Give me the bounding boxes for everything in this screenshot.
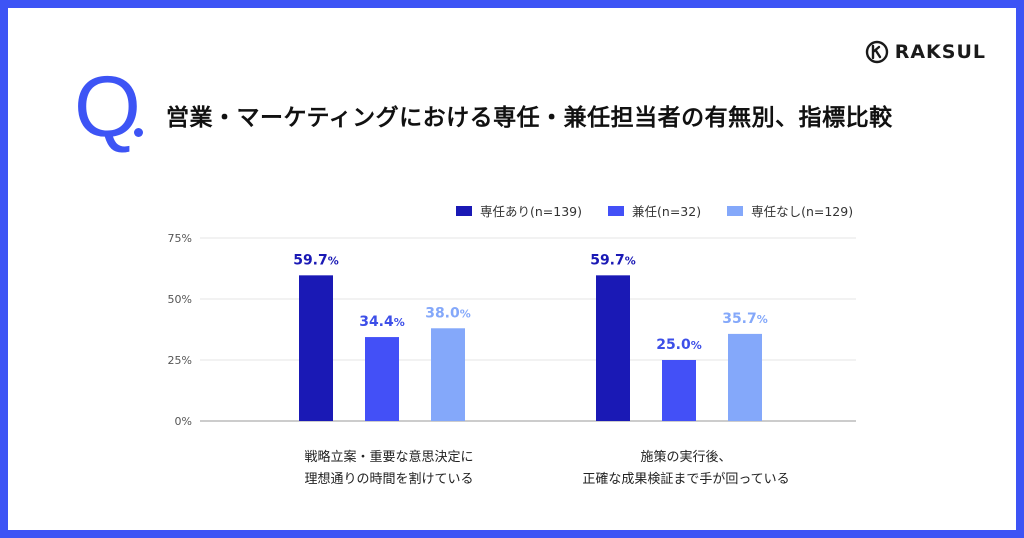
data-label-series-3-category-1: 38.0% (425, 305, 471, 321)
bar-chart: 0% 25% 50% 75% 59.7% 59.7% 34.4% 25.0% 38.0% 35.7… (168, 232, 856, 428)
legend-swatch-series-1 (456, 205, 472, 216)
legend-label-series-2: 兼任(n=32) (632, 204, 702, 219)
category-label-2-line-2: 正確な成果検証まで手が回っている (582, 472, 790, 487)
question-mark: Q (74, 59, 141, 155)
data-label-series-3-category-2: 35.7% (722, 311, 768, 327)
category-label-1-line-1: 戦略立案・重要な意思決定に (304, 450, 474, 465)
legend-swatch-series-2 (608, 205, 625, 216)
legend-label-series-1: 専任あり(n=139) (480, 204, 583, 219)
y-tick-label: 75% (168, 232, 192, 245)
y-tick-label: 0% (175, 415, 192, 428)
category-label-1-line-2: 理想通りの時間を割けている (304, 472, 474, 487)
bar-series-2-category-2 (662, 360, 696, 421)
bar-series-1-category-1 (299, 275, 333, 421)
bar-series-1-category-2 (596, 275, 630, 421)
data-label-series-1-category-1: 59.7% (293, 252, 339, 268)
question-dot (134, 128, 143, 137)
chart-card: RAKSUL Q 営業・マーケティングにおける専任・兼任担当者の有無別、指標比較… (8, 8, 1016, 530)
category-label-2: 施策の実行後、 正確な成果検証まで手が回っている (536, 447, 836, 491)
category-label-2-line-1: 施策の実行後、 (640, 450, 732, 465)
bar-series-3-category-2 (728, 333, 762, 421)
bar-series-2-category-1 (365, 337, 399, 421)
legend-item-series-2: 兼任(n=32) (608, 201, 701, 220)
legend: 専任あり(n=139) 兼任(n=32) 専任なし(n=129) (456, 201, 853, 220)
brand: RAKSUL (865, 40, 986, 64)
legend-label-series-3: 専任なし(n=129) (751, 204, 854, 219)
category-label-1: 戦略立案・重要な意思決定に 理想通りの時間を割けている (239, 447, 539, 491)
legend-swatch-series-3 (727, 205, 744, 216)
bar-series-3-category-1 (431, 328, 465, 421)
raksul-logo-icon (865, 40, 888, 64)
chart-title: 営業・マーケティングにおける専任・兼任担当者の有無別、指標比較 (166, 105, 893, 131)
legend-item-series-3: 専任なし(n=129) (727, 201, 853, 220)
data-label-series-2-category-2: 25.0% (656, 337, 702, 353)
y-tick-label: 50% (168, 293, 192, 306)
brand-name: RAKSUL (894, 41, 986, 63)
data-label-series-2-category-1: 34.4% (359, 314, 405, 330)
y-tick-label: 25% (168, 354, 192, 367)
legend-item-series-1: 専任あり(n=139) (456, 201, 582, 220)
data-label-series-1-category-2: 59.7% (590, 252, 636, 268)
